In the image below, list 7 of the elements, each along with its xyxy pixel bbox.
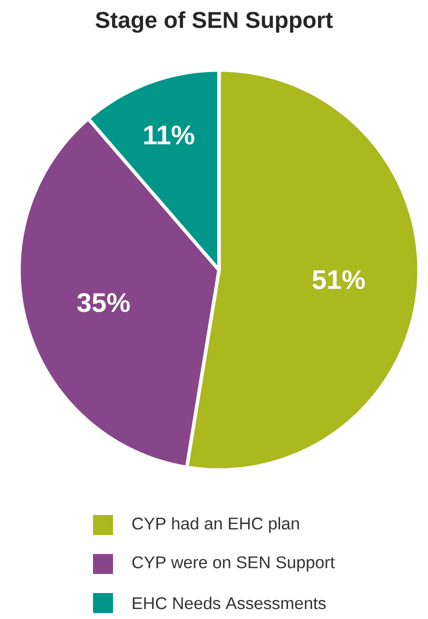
legend-label: CYP had an EHC plan bbox=[132, 517, 299, 533]
data-label: 51% bbox=[312, 270, 365, 290]
data-label: 11% bbox=[144, 126, 194, 144]
legend-label: EHC Needs Assessments bbox=[132, 596, 326, 610]
chart-title: Stage of SEN Support bbox=[96, 11, 333, 33]
data-label: 35% bbox=[77, 293, 130, 312]
legend-label: CYP were on SEN Support bbox=[132, 556, 335, 572]
